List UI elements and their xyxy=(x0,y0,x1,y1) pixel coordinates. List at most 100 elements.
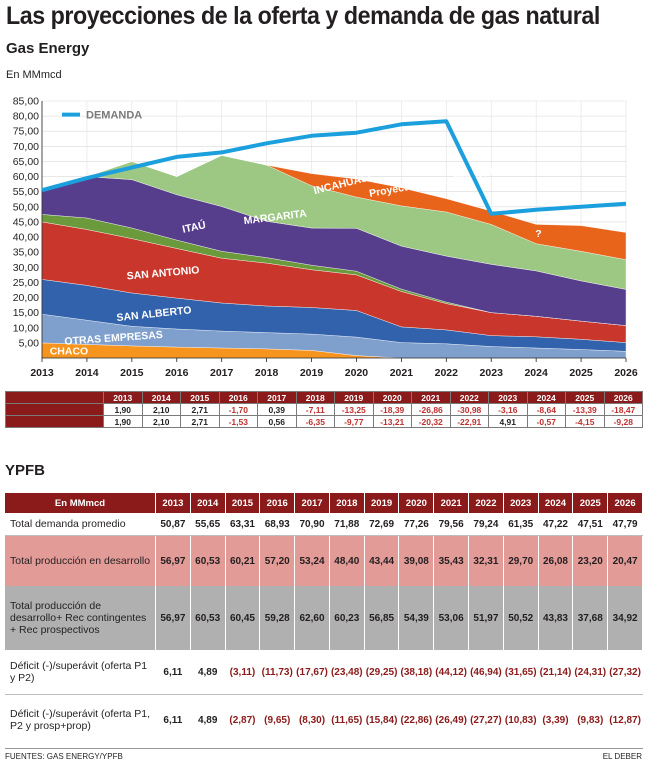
table1-cell: -8,64 xyxy=(526,403,566,416)
area-label: Proyecto explotación YPFB xyxy=(368,164,505,200)
y-tick-label: 45,00 xyxy=(13,216,39,228)
table2-cell: 48,40 xyxy=(329,535,365,586)
table2-header-row: En MMmcd 2013 2014 2015 2016 2017 2018 2019 2020… xyxy=(5,493,643,513)
table1-row-label xyxy=(5,415,104,428)
table1-cell: -6,35 xyxy=(295,415,335,428)
table2-cell: 35,43 xyxy=(433,535,470,586)
credit-note: EL DEBER xyxy=(602,752,642,761)
table2-cell: (2,87) xyxy=(225,694,261,745)
y-tick-label: 60,00 xyxy=(13,171,39,183)
area-chart: 5,00 10,00 15,00 20,00 25,00 30,00 35,00 40,00 4… xyxy=(13,96,638,380)
table1-year: 2025 xyxy=(565,391,605,404)
table2-year: 2016 xyxy=(259,493,296,513)
y-tick-label: 35,00 xyxy=(13,247,39,259)
table2-row-label: Déficit (-)/superávit (oferta P1, P2 y p… xyxy=(5,694,156,745)
area-label: ITAÚ xyxy=(181,218,207,236)
table2-cell: 70,90 xyxy=(294,513,330,536)
chart-legend: DEMANDA xyxy=(62,110,142,122)
table1-cell: 0,39 xyxy=(257,403,297,416)
table2-cell: (3,39) xyxy=(538,694,574,745)
table2-cell: (27,27) xyxy=(468,694,504,745)
y-tick-label: 70,00 xyxy=(13,141,39,153)
y-tick-label: 50,00 xyxy=(13,201,39,213)
table2-cell: (29,25) xyxy=(364,650,400,695)
table2-cell: (17,67) xyxy=(294,650,330,695)
table2-cell: 50,52 xyxy=(503,586,539,650)
x-tick-label: 2015 xyxy=(120,367,144,379)
gas-energy-table: 2013 2014 2015 2016 2017 2018 2019 2020 2021 2022… xyxy=(5,391,643,428)
table2-year: 2024 xyxy=(538,493,574,513)
table2-cell: (22,86) xyxy=(398,694,435,745)
table2-year: 2015 xyxy=(225,493,261,513)
table2-cell: 60,53 xyxy=(190,535,226,586)
table1-cell: -9,28 xyxy=(603,415,643,428)
table2-cell: 50,87 xyxy=(155,513,191,536)
legend-label-demanda: DEMANDA xyxy=(86,110,142,122)
table2-cell: 61,35 xyxy=(503,513,539,536)
table2-year: 2018 xyxy=(329,493,365,513)
table2-cell: 71,88 xyxy=(329,513,365,536)
x-tick-label: 2022 xyxy=(435,367,459,379)
y-tick-label: 5,00 xyxy=(19,337,40,349)
table1-cell: 2,10 xyxy=(141,415,181,428)
table2-year: 2021 xyxy=(433,493,470,513)
table1-year: 2015 xyxy=(180,391,220,404)
table2-cell: 6,11 xyxy=(155,650,191,695)
table1-cell: -0,57 xyxy=(526,415,566,428)
table2-cell: (23,48) xyxy=(329,650,365,695)
table2-cell: (11,73) xyxy=(259,650,296,695)
x-tick-label: 2020 xyxy=(345,367,369,379)
table2-cell: 23,20 xyxy=(572,535,609,586)
table2-cell: (3,11) xyxy=(225,650,261,695)
table1-cell: -7,11 xyxy=(295,403,335,416)
chart-areas xyxy=(41,155,627,359)
table2-cell: (12,87) xyxy=(607,694,643,745)
table2-row-label: Total demanda promedio xyxy=(5,513,156,536)
table2-cell: (9,65) xyxy=(259,694,296,745)
x-tick-label: 2018 xyxy=(255,367,279,379)
table1-year: 2016 xyxy=(218,391,258,404)
x-tick-label: 2026 xyxy=(614,367,638,379)
table1-cell: 2,71 xyxy=(180,415,220,428)
x-tick-label: 2013 xyxy=(30,367,54,379)
table2-cell: (46,94) xyxy=(468,650,504,695)
table1-year: 2023 xyxy=(488,391,528,404)
table2-cell: 60,21 xyxy=(225,535,261,586)
table2-cell: 20,47 xyxy=(607,535,643,586)
page-title: Las proyecciones de la oferta y demanda … xyxy=(6,2,600,30)
table1-cell: -13,39 xyxy=(565,403,605,416)
y-tick-label: 20,00 xyxy=(13,292,39,304)
table2-cell: (26,49) xyxy=(433,694,470,745)
footer-divider xyxy=(5,748,643,749)
table2-year: 2022 xyxy=(468,493,504,513)
y-tick-label: 40,00 xyxy=(13,232,39,244)
table1-cell: -30,98 xyxy=(449,403,489,416)
table1-row: 1,90 2,10 2,71 -1,70 0,39 -7,11 -13,25 -18,39 -2… xyxy=(5,403,643,416)
table1-year: 2019 xyxy=(334,391,374,404)
table1-cell: -13,25 xyxy=(334,403,374,416)
table1-cell: -26,86 xyxy=(411,403,451,416)
table2-cell: 43,44 xyxy=(364,535,400,586)
table2-cell: 60,53 xyxy=(190,586,226,650)
table2-cell: (8,30) xyxy=(294,694,330,745)
table1-row-label xyxy=(5,403,104,416)
table2-cell: 43,83 xyxy=(538,586,574,650)
table2-cell: 55,65 xyxy=(190,513,226,536)
table2-cell: 59,28 xyxy=(259,586,296,650)
table2-year: 2020 xyxy=(398,493,435,513)
table2-row: Total demanda promedio 50,87 55,65 63,31 68,… xyxy=(5,513,643,536)
table2-year: 2014 xyxy=(190,493,226,513)
table2-cell: 32,31 xyxy=(468,535,504,586)
area-label: CHACO xyxy=(50,345,89,357)
table2-cell: 29,70 xyxy=(503,535,539,586)
table1-year: 2024 xyxy=(526,391,566,404)
table2-cell: (11,65) xyxy=(329,694,365,745)
x-tick-label: 2025 xyxy=(569,367,593,379)
table2-cell: (9,83) xyxy=(572,694,609,745)
y-tick-label: 85,00 xyxy=(13,96,39,108)
table1-year: 2013 xyxy=(103,391,143,404)
table2-cell: 56,85 xyxy=(364,586,400,650)
table1-cell: -9,77 xyxy=(334,415,374,428)
table2-cell: 72,69 xyxy=(364,513,400,536)
table2-cell: 56,97 xyxy=(155,586,191,650)
